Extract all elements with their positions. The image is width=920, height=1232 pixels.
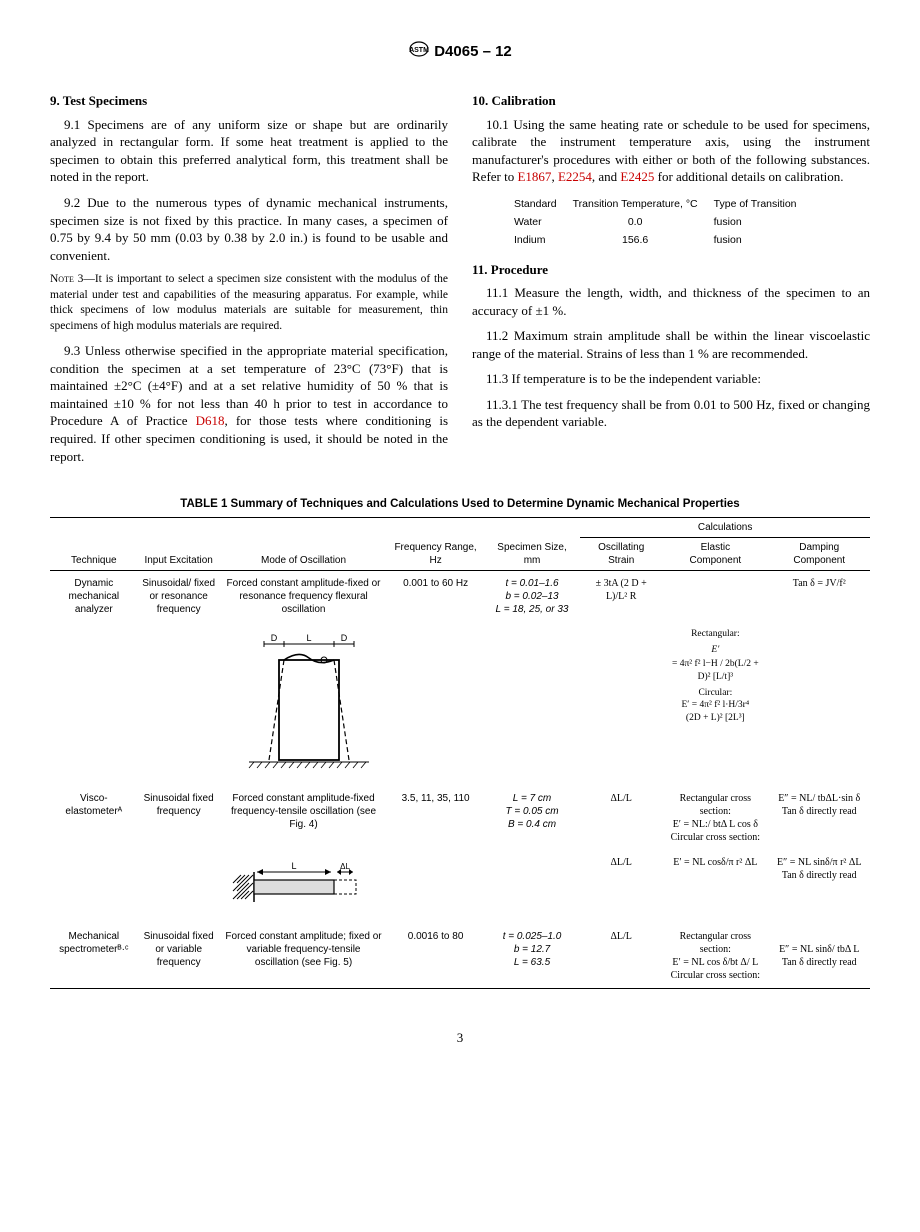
astm-logo-icon: ASTM [408,40,430,64]
r3-mode: Forced constant amplitude; fixed or vari… [220,924,388,989]
r1-ef2: = 4π² f² l−H / 2b(L/2 + D)² [L/t]³ [666,658,764,683]
para-11-1: 11.1 Measure the length, width, and thic… [472,284,870,319]
r1-diagram: D L D [220,622,388,786]
calib-h2: Transition Temperature, °C [573,196,712,212]
table-row: D L D Rectangular: E′ = 4π² f² l−H / 2b(… [50,622,870,786]
para-10-1: 10.1 Using the same heating rate or sche… [472,116,870,186]
r2-technique: Visco-elastometerᴬ [50,786,138,850]
para-10-1b: for additional details on calibration. [654,169,843,184]
r2-osc: ΔL/L [580,786,662,850]
table-1-caption: TABLE 1 Summary of Techniques and Calcul… [50,497,870,513]
svg-text:D: D [270,633,277,643]
calib-h1: Standard [514,196,571,212]
svg-text:ASTM: ASTM [409,47,429,54]
r2b-damp: E″ = NL sinδ/π r² ΔL Tan δ directly read [768,850,870,924]
calib-h3: Type of Transition [714,196,811,212]
section-10-title: 10. Calibration [472,92,870,110]
r3-input: Sinusoidal fixed or variable frequency [138,924,220,989]
th-damp: Damping Component [768,537,870,570]
r1-elastic-label2: Circular: [666,687,764,699]
section-11-title: 11. Procedure [472,261,870,279]
r1-ef3: E′ = 4π² f² l·H/3r⁴ (2D + L)² [2L³] [666,699,764,724]
th-mode: Mode of Oscillation [220,517,388,570]
r2-damp: E″ = NL/ tbΔL·sin δ Tan δ directly read [768,786,870,850]
note-3-text: It is important to select a specimen siz… [50,273,448,332]
r2-diagram: L ΔL [220,850,388,924]
para-11-3-1: 11.3.1 The test frequency shall be from … [472,396,870,431]
th-osc: Oscillating Strain [580,537,662,570]
section-9-title: 9. Test Specimens [50,92,448,110]
ref-e2425: E2425 [620,169,654,184]
r1-spec: t = 0.01–1.6 b = 0.02–13 L = 18, 25, or … [484,570,580,622]
calibration-table: Standard Transition Temperature, °C Type… [512,194,813,251]
sep2: , and [592,169,621,184]
r1-ef1: E′ [711,645,719,655]
table-row: Dynamic mechanical analyzer Sinusoidal/ … [50,570,870,622]
th-spec: Specimen Size, mm [484,517,580,570]
svg-text:ΔL: ΔL [340,862,350,871]
page-number: 3 [50,1029,870,1047]
two-column-body: 9. Test Specimens 9.1 Specimens are of a… [50,84,870,473]
th-calc: Calculations [580,517,870,537]
calib-r1c1: Water [514,214,571,230]
th-freq: Frequency Range, Hz [387,517,483,570]
r1-elastic-label: Rectangular: [666,628,764,640]
r3-technique: Mechanical spectrometerᴮ·ᶜ [50,924,138,989]
flexural-diagram-icon: D L D [229,632,379,772]
r2b-elastic: E′ = NL cosδ/π r² ΔL [662,850,768,924]
r3-freq: 0.0016 to 80 [387,924,483,989]
r1-osc: ± 3tA (2 D + L)/L² R [580,570,662,622]
r1-freq: 0.001 to 60 Hz [387,570,483,622]
r1-damp: Tan δ = JV/f² [768,570,870,622]
r2b-osc: ΔL/L [580,850,662,924]
designation: D4065 – 12 [434,43,512,60]
r2-freq: 3.5, 11, 35, 110 [387,786,483,850]
para-9-1: 9.1 Specimens are of any uniform size or… [50,116,448,186]
svg-text:L: L [306,633,311,643]
calib-r1c2: 0.0 [573,214,712,230]
th-elastic: Elastic Component [662,537,768,570]
para-11-3: 11.3 If temperature is to be the indepen… [472,370,870,388]
calib-r1c3: fusion [714,214,811,230]
r1-input: Sinusoidal/ fixed or resonance frequency [138,570,220,622]
svg-text:D: D [340,633,347,643]
calib-r2c1: Indium [514,232,571,248]
r3-elastic: Rectangular cross section: E′ = NL cos δ… [662,924,768,989]
svg-text:L: L [291,861,296,871]
left-column: 9. Test Specimens 9.1 Specimens are of a… [50,84,448,473]
r1-technique: Dynamic mechanical analyzer [50,570,138,622]
th-input: Input Excitation [138,517,220,570]
note-3: Note 3—It is important to select a speci… [50,272,448,334]
r1-mode: Forced constant amplitude-fixed or reson… [220,570,388,622]
r2-input: Sinusoidal fixed frequency [138,786,220,850]
r3-spec: t = 0.025–1.0 b = 12.7 L = 63.5 [484,924,580,989]
r3-osc: ΔL/L [580,924,662,989]
page-header: ASTM D4065 – 12 [50,40,870,64]
table-row: L ΔL ΔL/L E′ = NL cosδ/π r² ΔL E″ = NL s… [50,850,870,924]
calib-r2c2: 156.6 [573,232,712,248]
para-9-3: 9.3 Unless otherwise specified in the ap… [50,342,448,465]
table-row: Visco-elastometerᴬ Sinusoidal fixed freq… [50,786,870,850]
r1-elastic: Rectangular: E′ = 4π² f² l−H / 2b(L/2 + … [662,622,768,786]
tensile-diagram-icon: L ΔL [229,860,379,910]
right-column: 10. Calibration 10.1 Using the same heat… [472,84,870,473]
table-1: Technique Input Excitation Mode of Oscil… [50,517,870,989]
calib-r2c3: fusion [714,232,811,248]
r2-spec: L = 7 cm T = 0.05 cm B = 0.4 cm [484,786,580,850]
r3-damp: E″ = NL sinδ/ tbΔ L Tan δ directly read [768,924,870,989]
r2-mode: Forced constant amplitude-fixed frequenc… [220,786,388,850]
ref-e1867: E1867 [517,169,551,184]
para-9-2: 9.2 Due to the numerous types of dynamic… [50,194,448,264]
r2-elastic: Rectangular cross section: E′ = NL:/ btΔ… [662,786,768,850]
para-11-2: 11.2 Maximum strain amplitude shall be w… [472,327,870,362]
note-3-label: Note 3— [50,273,95,285]
th-technique: Technique [50,517,138,570]
ref-d618: D618 [196,413,225,428]
ref-e2254: E2254 [558,169,592,184]
table-row: Mechanical spectrometerᴮ·ᶜ Sinusoidal fi… [50,924,870,989]
